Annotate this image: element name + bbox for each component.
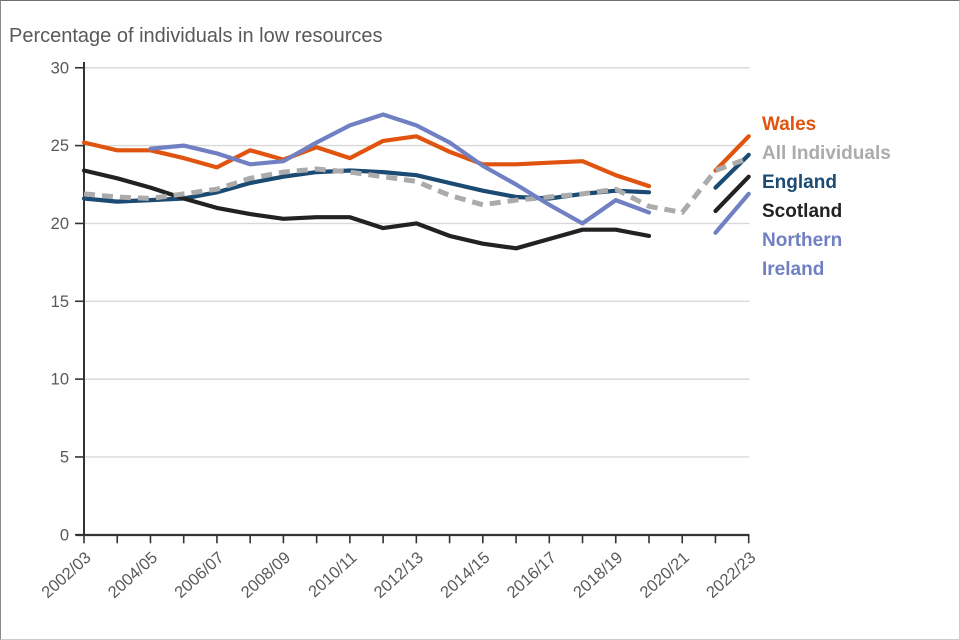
legend-item-northern-ireland: Northern Ireland <box>762 230 843 280</box>
x-tick-label: 2012/13 <box>371 549 427 602</box>
y-axis-tick-labels: 0 5 10 15 20 25 30 <box>51 59 69 544</box>
y-tick-label: 30 <box>51 59 69 77</box>
y-tick-label: 0 <box>60 526 69 544</box>
y-tick-label: 10 <box>51 371 69 389</box>
x-axis-tick-labels: 2002/03 2004/05 2006/07 2008/09 2010/11 2012/… <box>38 549 759 602</box>
x-tick-label: 2004/05 <box>105 549 161 602</box>
series-wales <box>81 134 751 189</box>
chart-title: Percentage of individuals in low resourc… <box>9 25 383 47</box>
x-tick-label: 2008/09 <box>238 549 294 602</box>
x-tick-label: 2006/07 <box>171 549 227 602</box>
x-tick-label: 2018/19 <box>570 549 626 602</box>
series-all-individuals <box>83 155 750 215</box>
y-tick-label: 20 <box>51 215 69 233</box>
series-northern-ireland <box>148 112 751 235</box>
axes <box>75 62 750 544</box>
x-tick-label: 2016/17 <box>504 549 560 602</box>
chart-legend: Wales All Individuals England Scotland North… <box>762 110 947 284</box>
x-tick-label: 2010/11 <box>305 549 360 601</box>
x-tick-label: 2014/15 <box>437 549 493 602</box>
x-tick-label: 2022/23 <box>703 549 759 602</box>
legend-item-all-individuals: All Individuals <box>762 143 891 164</box>
series-scotland <box>81 168 751 251</box>
y-tick-label: 5 <box>60 448 69 466</box>
x-tick-label: 2020/21 <box>637 549 693 602</box>
legend-item-england: England <box>762 172 837 193</box>
x-tick-label: 2002/03 <box>38 549 94 602</box>
legend-item-wales: Wales <box>762 114 817 135</box>
legend-item-scotland: Scotland <box>762 201 843 222</box>
y-tick-label: 15 <box>51 293 69 311</box>
y-tick-label: 25 <box>51 137 69 155</box>
